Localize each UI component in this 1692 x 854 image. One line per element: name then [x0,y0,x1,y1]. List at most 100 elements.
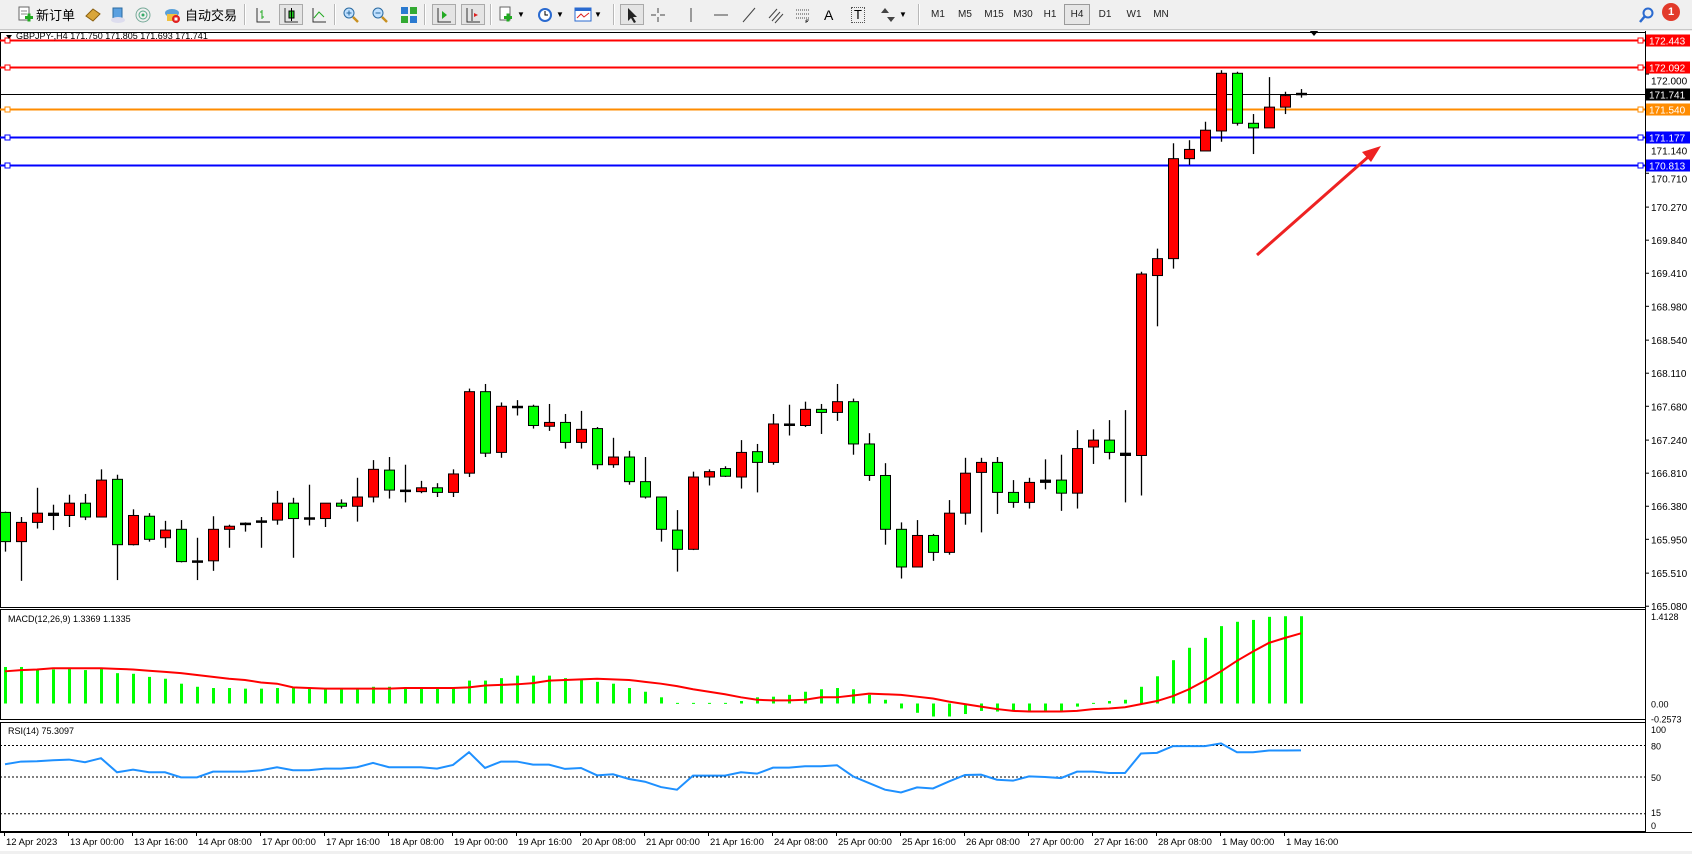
candle[interactable] [64,494,75,528]
candle[interactable] [912,520,923,568]
line-anchor-handle[interactable] [4,134,11,141]
candle[interactable] [1216,70,1227,142]
line-anchor-handle[interactable] [4,106,11,113]
candle[interactable] [416,480,427,494]
candle[interactable] [976,457,987,533]
templates-button[interactable]: ▼ [574,4,602,25]
new-order-button[interactable]: 新订单 [16,4,75,25]
candle[interactable] [640,457,651,499]
candle[interactable] [464,388,475,478]
timeframe-m1[interactable]: M1 [931,9,945,20]
vertical-line-button[interactable] [682,4,700,25]
candle[interactable] [336,499,347,509]
candle[interactable] [1264,77,1275,129]
cursor-button[interactable] [620,4,644,25]
fibonacci-button[interactable] [794,4,812,25]
candle[interactable] [864,433,875,481]
candle[interactable] [1232,71,1243,126]
candle[interactable] [576,410,587,449]
line-anchor-handle[interactable] [1637,134,1644,141]
candle[interactable] [192,537,203,581]
line-anchor-handle[interactable] [4,64,11,71]
candle[interactable] [1248,114,1259,155]
candle[interactable] [400,464,411,503]
symbol-dropdown-icon[interactable] [6,35,12,39]
search-button[interactable] [1638,4,1656,25]
candle[interactable] [96,469,107,518]
arrow-annotation[interactable] [1256,146,1381,257]
indicators-button[interactable]: ▼ [497,4,525,25]
candle[interactable] [624,450,635,485]
candle[interactable] [128,509,139,546]
candle[interactable] [176,520,187,563]
line-anchor-handle[interactable] [4,162,11,169]
candle[interactable] [1184,140,1195,165]
candle[interactable] [1024,477,1035,509]
candle[interactable] [496,402,507,458]
horizontal-line-172.092[interactable]: 172.092 [0,61,1690,75]
chart-shift-marker[interactable] [1309,31,1319,36]
candle[interactable] [368,460,379,503]
candle[interactable] [752,443,763,493]
horizontal-line-button[interactable] [712,4,730,25]
line-anchor-handle[interactable] [4,37,11,44]
candle[interactable] [320,502,331,528]
horizontal-line-171.177[interactable]: 171.177 [0,131,1690,145]
data-window-button[interactable] [109,4,127,25]
auto-scroll-button[interactable] [432,4,456,25]
arrows-button[interactable]: ▼ [879,4,907,25]
timeframe-mn[interactable]: MN [1153,9,1169,20]
chart-shift-button[interactable] [461,4,485,25]
crosshair-button[interactable] [649,4,667,25]
candle[interactable] [992,457,1003,514]
text-label-button[interactable]: T [851,4,865,25]
candle[interactable] [592,427,603,470]
line-anchor-handle[interactable] [1637,37,1644,44]
candle[interactable] [1104,420,1115,460]
horizontal-line-170.813[interactable]: 170.813 [0,159,1690,173]
candle[interactable] [848,398,859,455]
candle[interactable] [816,403,827,434]
chart-window[interactable]: 172.000 171.140 170.710 170.270 169.840 169.4… [0,31,1692,854]
candle[interactable] [256,517,267,548]
candle[interactable] [720,466,731,478]
market-watch-button[interactable] [84,4,102,25]
candle[interactable] [48,504,59,531]
candle[interactable] [1296,89,1307,98]
candle[interactable] [0,511,11,552]
candle[interactable] [960,457,971,525]
notifications-icon[interactable]: 1 [1662,3,1680,21]
auto-trading-button[interactable]: 自动交易 [163,4,237,25]
chevron-down-icon[interactable]: ▼ [517,10,525,19]
chevron-down-icon[interactable]: ▼ [899,10,907,19]
candle[interactable] [16,517,27,581]
bar-chart-button[interactable] [254,4,272,25]
candle[interactable] [480,383,491,458]
timeframe-h4[interactable]: H4 [1064,4,1090,25]
candle[interactable] [1168,143,1179,269]
candle[interactable] [352,477,363,522]
candle[interactable] [512,400,523,416]
timeframe-h1[interactable]: H1 [1043,9,1057,20]
zoom-out-button[interactable] [371,4,389,25]
candle[interactable] [832,383,843,421]
arrow-shaft[interactable] [1256,148,1377,257]
candle[interactable] [1136,271,1147,496]
timeframe-m15[interactable]: M15 [984,9,1004,20]
candle[interactable] [656,496,667,542]
candle[interactable] [528,404,539,429]
candle[interactable] [544,403,555,431]
timeframe-w1[interactable]: W1 [1126,9,1142,20]
candle[interactable] [160,520,171,548]
candle[interactable] [704,469,715,486]
candle[interactable] [1056,454,1067,511]
candle[interactable] [32,487,43,529]
candle[interactable] [672,510,683,572]
candle[interactable] [688,471,699,551]
horizontal-line-171.540[interactable]: 171.540 [0,103,1690,117]
equidistant-channel-button[interactable] [767,4,785,25]
text-tool-button[interactable]: A [824,4,833,25]
candle[interactable] [144,513,155,542]
horizontal-line-171.741[interactable]: 171.741 [0,88,1690,102]
candle[interactable] [1200,121,1211,152]
